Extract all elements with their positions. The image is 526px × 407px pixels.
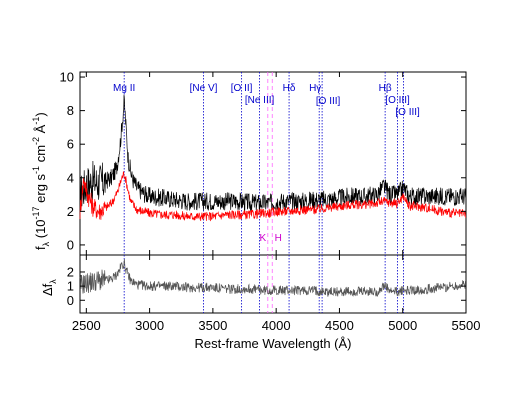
spectrum-y-ticks: 0 2 4 6 8 10 — [60, 70, 466, 252]
y-tick-label: 8 — [67, 103, 74, 118]
emission-line-label: Hγ — [309, 83, 321, 94]
spectral-line-markers — [123, 72, 405, 255]
residual-spectrum-line — [79, 259, 467, 297]
y-tick-label: 6 — [67, 137, 74, 152]
emission-line-label: [Ne V] — [190, 83, 218, 94]
y-label-units2: erg s — [33, 173, 48, 206]
y-label-lambda-sub: λ — [41, 241, 51, 246]
x-tick-label: 4000 — [262, 318, 291, 333]
residual-y-tick-label: 1 — [67, 279, 74, 294]
total-spectrum-line — [79, 94, 467, 212]
residual-line-markers — [123, 255, 405, 313]
residual-series — [79, 259, 467, 297]
residual-panel: 012 2500 3000 3500 4000 4500 5000 5500 — [67, 254, 481, 333]
y-label-exp3: -2 — [31, 137, 41, 145]
x-tick-label: 3000 — [135, 318, 164, 333]
y-label-exp1: -17 — [31, 206, 41, 219]
residual-y-label-sub: λ — [48, 279, 58, 284]
emission-line-label: [O II] — [231, 83, 253, 94]
absorption-line-label: K — [259, 233, 266, 244]
y-label-f: f — [33, 246, 48, 250]
x-tick-label: 3500 — [198, 318, 227, 333]
residual-y-tick-label: 2 — [67, 264, 74, 279]
spectrum-x-ticks — [85, 72, 467, 255]
residual-y-tick-label: 0 — [67, 293, 74, 308]
absorption-line-label: H — [275, 233, 282, 244]
y-label-units: (10 — [33, 219, 48, 241]
emission-line-label: [O III] — [385, 95, 410, 106]
emission-line-label: Mg II — [113, 83, 135, 94]
residual-y-axis-title: Δfλ — [40, 279, 58, 296]
y-tick-label: 2 — [67, 204, 74, 219]
x-tick-label: 5500 — [452, 318, 481, 333]
y-label-exp2: -1 — [31, 166, 41, 174]
residual-frame — [79, 254, 467, 314]
emission-line-label: Hδ — [283, 83, 296, 94]
emission-line-labels: Mg II [Ne V] [O II][Ne III]Hδ Hγ[O III]Hβ[O… — [113, 83, 420, 118]
emission-line-label: [O III] — [316, 96, 341, 107]
x-axis-title: Rest-frame Wavelength (Å) — [194, 336, 351, 351]
y-label-units3: cm — [33, 145, 48, 166]
model-spectrum-line — [79, 171, 467, 222]
y-tick-label: 4 — [67, 170, 74, 185]
y-tick-label: 0 — [67, 237, 74, 252]
y-label-units5: ) — [33, 112, 48, 116]
y-tick-label: 10 — [60, 70, 74, 85]
x-tick-label: 5000 — [388, 318, 417, 333]
emission-line-label: Hβ — [379, 83, 392, 94]
residual-y-label-main: Δf — [40, 283, 55, 296]
spectrum-panel: 0 2 4 6 8 10 Mg II [Ne V] [O II][Ne III] Hδ Hγ [O … — [60, 70, 467, 256]
x-tick-label: 2500 — [72, 318, 101, 333]
spectrum-series — [79, 94, 467, 222]
emission-line-label: [Ne III] — [245, 95, 275, 106]
spectrum-y-axis-title: fλ (10-17 erg s-1 cm-2 Å-1) — [31, 112, 51, 250]
y-label-exp4: -1 — [31, 117, 41, 125]
y-label-units4: Å — [33, 124, 48, 137]
emission-line-label: [O III] — [395, 107, 420, 118]
residual-x-ticks: 2500 3000 3500 4000 4500 5000 5500 — [72, 255, 481, 333]
x-tick-label: 4500 — [325, 318, 354, 333]
residual-y-ticks: 012 — [67, 264, 466, 308]
